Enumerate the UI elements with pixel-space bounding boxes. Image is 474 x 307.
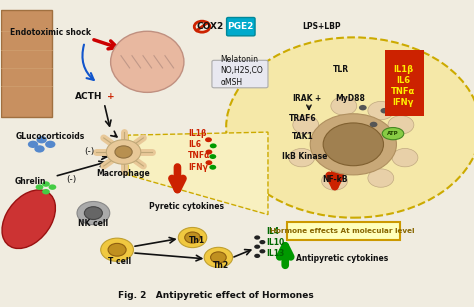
- Circle shape: [293, 116, 319, 134]
- Text: IL1β
IL6
TNFα
IFNγ: IL1β IL6 TNFα IFNγ: [188, 129, 210, 172]
- Text: ACTH: ACTH: [75, 92, 103, 101]
- FancyBboxPatch shape: [212, 60, 268, 88]
- Circle shape: [28, 141, 38, 148]
- Text: IL1β
IL6
TNFα
IFNγ: IL1β IL6 TNFα IFNγ: [391, 65, 415, 107]
- Text: LPS+LBP: LPS+LBP: [302, 22, 341, 31]
- Text: Pyretic cytokines: Pyretic cytokines: [148, 203, 224, 212]
- Circle shape: [254, 235, 260, 240]
- Circle shape: [210, 252, 226, 263]
- Text: Hormone effects At molecular level: Hormone effects At molecular level: [270, 228, 414, 235]
- Text: Melatonin
NO,H2S,CO
αMSH: Melatonin NO,H2S,CO αMSH: [220, 55, 263, 87]
- Text: NK cell: NK cell: [78, 219, 109, 228]
- Text: +: +: [107, 92, 114, 101]
- Circle shape: [100, 238, 134, 261]
- FancyBboxPatch shape: [287, 222, 401, 240]
- Text: Antipyretic cytokines: Antipyretic cytokines: [296, 255, 388, 263]
- Text: Fig. 2   Antipyretic effect of Hormones: Fig. 2 Antipyretic effect of Hormones: [118, 291, 314, 300]
- Circle shape: [254, 254, 260, 258]
- Circle shape: [210, 154, 216, 159]
- Text: Endotoximic shock: Endotoximic shock: [10, 28, 91, 37]
- Circle shape: [359, 105, 367, 111]
- Text: PGE2: PGE2: [227, 22, 253, 31]
- Ellipse shape: [2, 190, 55, 248]
- Text: NF-kB: NF-kB: [322, 175, 347, 184]
- Circle shape: [254, 245, 260, 249]
- Circle shape: [45, 141, 55, 148]
- Circle shape: [106, 140, 141, 164]
- Circle shape: [381, 108, 388, 114]
- Text: GLucocorticoids: GLucocorticoids: [16, 132, 85, 141]
- Circle shape: [210, 165, 216, 170]
- Text: Th2: Th2: [212, 261, 228, 270]
- Circle shape: [310, 114, 396, 175]
- Circle shape: [210, 143, 217, 148]
- Circle shape: [84, 207, 102, 220]
- Circle shape: [36, 136, 47, 143]
- Circle shape: [42, 189, 50, 194]
- Text: (-): (-): [67, 175, 77, 184]
- Circle shape: [259, 240, 265, 244]
- Circle shape: [370, 122, 377, 127]
- Circle shape: [48, 185, 56, 190]
- Text: IL4
IL10
IL13: IL4 IL10 IL13: [266, 227, 284, 258]
- Text: Macrophage: Macrophage: [97, 169, 150, 178]
- Circle shape: [205, 160, 212, 165]
- Text: COX2: COX2: [196, 22, 223, 31]
- Circle shape: [226, 37, 474, 218]
- Text: IkB Kinase: IkB Kinase: [282, 152, 328, 161]
- Circle shape: [204, 247, 233, 267]
- Text: ATP: ATP: [387, 131, 399, 136]
- Circle shape: [185, 232, 201, 243]
- Text: (-): (-): [84, 147, 94, 157]
- Circle shape: [331, 97, 357, 115]
- Text: +: +: [314, 94, 321, 103]
- Circle shape: [178, 227, 207, 248]
- FancyBboxPatch shape: [227, 17, 255, 36]
- Circle shape: [388, 116, 414, 134]
- Circle shape: [77, 201, 110, 225]
- Circle shape: [36, 185, 44, 190]
- Text: IRAK: IRAK: [292, 94, 313, 103]
- Text: Ghrelin: Ghrelin: [15, 177, 46, 185]
- Circle shape: [205, 150, 212, 154]
- Ellipse shape: [110, 31, 184, 92]
- Circle shape: [368, 169, 394, 187]
- Circle shape: [42, 181, 50, 187]
- Circle shape: [392, 149, 418, 167]
- Circle shape: [259, 249, 265, 254]
- Circle shape: [368, 101, 394, 120]
- Text: MyD88: MyD88: [335, 94, 365, 103]
- Circle shape: [289, 149, 315, 167]
- Polygon shape: [128, 132, 268, 215]
- Text: Th1: Th1: [189, 236, 205, 245]
- Circle shape: [323, 123, 383, 166]
- FancyBboxPatch shape: [385, 50, 424, 116]
- Circle shape: [321, 172, 347, 190]
- Text: TAK1: TAK1: [292, 132, 313, 141]
- Circle shape: [108, 243, 126, 256]
- Circle shape: [205, 137, 212, 142]
- Text: TLR: TLR: [333, 65, 349, 74]
- Text: TRAF6: TRAF6: [289, 114, 316, 123]
- Circle shape: [34, 145, 45, 153]
- Text: T cell: T cell: [108, 258, 131, 266]
- Circle shape: [115, 146, 132, 158]
- Polygon shape: [0, 10, 53, 117]
- Ellipse shape: [382, 127, 404, 140]
